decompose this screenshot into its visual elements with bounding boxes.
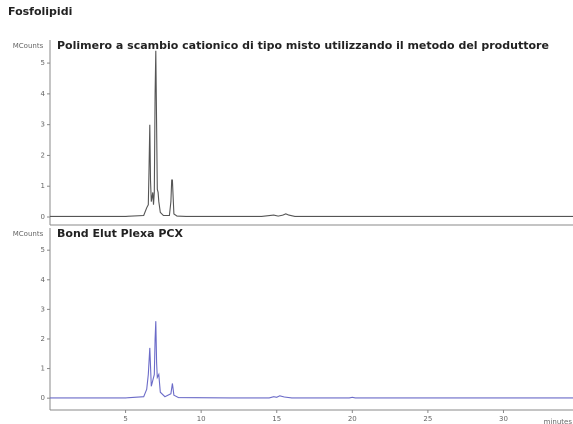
trace [50,50,573,217]
x-tick-label: 10 [197,415,206,423]
y-tick-label: 0 [41,213,45,221]
y-tick-label: 1 [41,365,45,373]
x-tick-label: 20 [348,415,357,423]
y-tick-label: 3 [41,121,45,129]
y-tick-label: 4 [41,90,46,98]
page-title: Fosfolipidi [8,5,72,18]
trace [50,321,573,399]
y-axis-label: MCounts [13,42,44,50]
panel-title: Bond Elut Plexa PCX [57,227,183,240]
y-tick-label: 5 [41,246,45,254]
x-axis-label: minutes [544,418,573,424]
y-tick-label: 0 [41,394,45,402]
x-tick-label: 30 [499,415,508,423]
x-tick-label: 15 [272,415,281,423]
y-tick-label: 2 [41,335,45,343]
y-axis-label: MCounts [13,230,44,238]
panel-title: Polimero a scambio cationico di tipo mis… [57,39,549,52]
y-tick-label: 4 [41,276,46,284]
x-tick-label: 25 [423,415,432,423]
y-tick-label: 5 [41,59,45,67]
y-tick-label: 3 [41,305,45,313]
y-tick-label: 1 [41,182,45,190]
x-tick-label: 5 [123,415,127,423]
y-tick-label: 2 [41,151,45,159]
